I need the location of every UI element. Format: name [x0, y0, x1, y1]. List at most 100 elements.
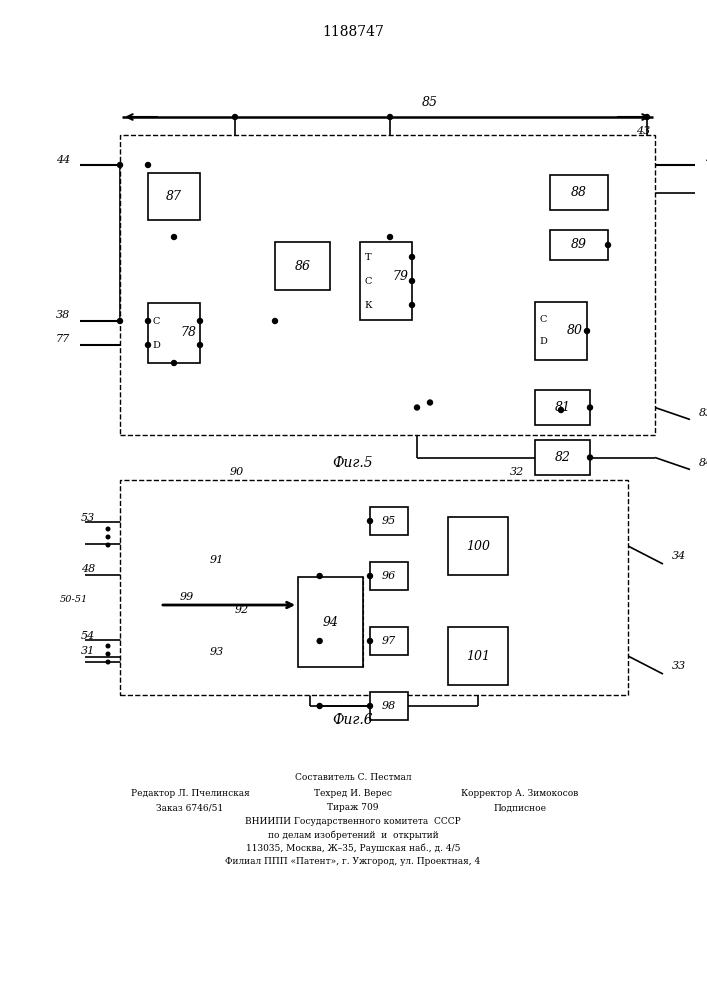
Circle shape — [588, 455, 592, 460]
Text: Фиг.5: Фиг.5 — [333, 456, 373, 470]
Circle shape — [368, 639, 373, 644]
Text: 31: 31 — [81, 646, 95, 656]
Text: 113035, Москва, Ж–35, Раушская наб., д. 4/5: 113035, Москва, Ж–35, Раушская наб., д. … — [246, 843, 460, 853]
Circle shape — [317, 639, 322, 644]
Bar — [535, 440, 590, 475]
Bar — [370, 507, 408, 535]
Text: 85: 85 — [422, 97, 438, 109]
Text: 54: 54 — [81, 631, 95, 641]
Text: 91: 91 — [210, 555, 224, 565]
Text: 86: 86 — [295, 259, 310, 272]
Text: 97: 97 — [382, 636, 396, 646]
Text: 32: 32 — [510, 467, 525, 477]
Text: 95: 95 — [382, 516, 396, 526]
Text: Редактор Л. Пчелинская: Редактор Л. Пчелинская — [131, 790, 250, 798]
Text: 87: 87 — [166, 190, 182, 203]
Text: 98: 98 — [382, 701, 396, 711]
Text: 100: 100 — [466, 540, 490, 552]
Circle shape — [106, 652, 110, 656]
Text: 53: 53 — [81, 513, 95, 523]
Text: D: D — [152, 340, 160, 350]
Circle shape — [414, 405, 419, 410]
Text: 48: 48 — [81, 564, 95, 574]
Circle shape — [317, 704, 322, 708]
Circle shape — [172, 234, 177, 239]
Bar — [360, 242, 412, 320]
Text: 34: 34 — [672, 551, 686, 561]
Circle shape — [409, 302, 414, 308]
Text: К: К — [364, 300, 372, 310]
Circle shape — [317, 574, 322, 578]
Text: 81: 81 — [554, 401, 571, 414]
Text: ВНИИПИ Государственного комитета  СССР: ВНИИПИ Государственного комитета СССР — [245, 818, 461, 826]
Text: 82: 82 — [554, 451, 571, 464]
Circle shape — [605, 242, 611, 247]
Circle shape — [106, 527, 110, 531]
Text: Т: Т — [365, 252, 371, 261]
Circle shape — [588, 405, 592, 410]
Circle shape — [368, 518, 373, 524]
Circle shape — [146, 162, 151, 167]
Bar — [370, 627, 408, 655]
Bar — [148, 173, 200, 220]
Text: Корректор А. Зимокосов: Корректор А. Зимокосов — [462, 790, 578, 798]
Text: 44: 44 — [56, 155, 70, 165]
Bar — [550, 230, 608, 260]
Text: 78: 78 — [180, 326, 196, 340]
Text: 77: 77 — [56, 334, 70, 344]
Bar — [448, 627, 508, 685]
Text: 38: 38 — [56, 310, 70, 320]
Text: 94: 94 — [322, 615, 339, 629]
Text: 101: 101 — [466, 650, 490, 662]
Text: С: С — [539, 316, 547, 324]
Text: 79: 79 — [392, 269, 408, 282]
Text: С: С — [364, 276, 372, 286]
Text: Заказ 6746/51: Заказ 6746/51 — [156, 804, 223, 812]
Text: Техред И. Верес: Техред И. Верес — [314, 790, 392, 798]
Text: 93: 93 — [210, 647, 224, 657]
Text: Тираж 709: Тираж 709 — [327, 804, 379, 812]
Circle shape — [106, 644, 110, 648]
Text: 88: 88 — [571, 186, 587, 199]
Circle shape — [197, 318, 202, 324]
Text: D: D — [539, 338, 547, 347]
Circle shape — [387, 234, 392, 239]
Bar — [535, 390, 590, 425]
Text: 45: 45 — [705, 155, 707, 165]
Circle shape — [172, 360, 177, 365]
Circle shape — [559, 408, 563, 412]
Circle shape — [117, 162, 122, 167]
Circle shape — [645, 114, 650, 119]
Circle shape — [146, 342, 151, 348]
Circle shape — [146, 318, 151, 324]
Bar — [550, 175, 608, 210]
Circle shape — [387, 114, 392, 119]
Bar — [448, 517, 508, 575]
Text: 89: 89 — [571, 238, 587, 251]
Circle shape — [368, 574, 373, 578]
Circle shape — [428, 400, 433, 405]
Text: 1188747: 1188747 — [322, 25, 384, 39]
Bar — [370, 692, 408, 720]
Text: Филиал ППП «Патент», г. Ужгород, ул. Проектная, 4: Филиал ППП «Патент», г. Ужгород, ул. Про… — [226, 856, 481, 865]
Text: по делам изобретений  и  открытий: по делам изобретений и открытий — [268, 830, 438, 840]
Text: 96: 96 — [382, 571, 396, 581]
Bar — [275, 242, 330, 290]
Bar — [370, 562, 408, 590]
Circle shape — [368, 704, 373, 708]
Text: 99: 99 — [180, 592, 194, 602]
Circle shape — [106, 660, 110, 664]
Circle shape — [233, 114, 238, 119]
Circle shape — [585, 328, 590, 334]
Text: 92: 92 — [235, 605, 250, 615]
Circle shape — [117, 318, 122, 324]
Text: 43: 43 — [636, 126, 650, 136]
Circle shape — [272, 318, 278, 324]
Circle shape — [409, 254, 414, 259]
Text: Составитель С. Пестмал: Составитель С. Пестмал — [295, 774, 411, 782]
Bar — [298, 577, 363, 667]
Bar — [535, 302, 587, 360]
Text: 80: 80 — [567, 324, 583, 338]
Text: 33: 33 — [672, 661, 686, 671]
Circle shape — [106, 543, 110, 547]
